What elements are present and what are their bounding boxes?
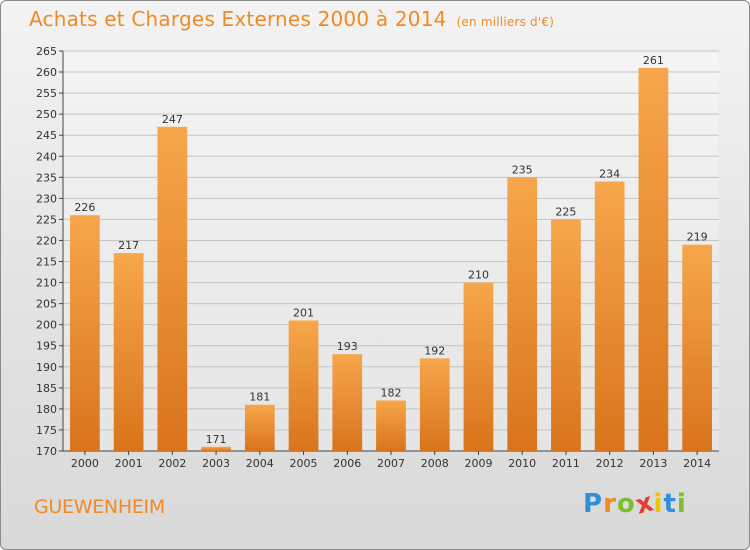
y-tick-label: 185 bbox=[36, 382, 57, 395]
y-tick-label: 210 bbox=[36, 277, 57, 290]
x-tick-label: 2007 bbox=[377, 457, 405, 470]
x-tick-label: 2011 bbox=[552, 457, 580, 470]
x-tick-label: 2014 bbox=[683, 457, 711, 470]
y-tick-label: 255 bbox=[36, 87, 57, 100]
bar-2009 bbox=[463, 282, 494, 451]
y-tick-label: 235 bbox=[36, 171, 57, 184]
bar-value-label: 247 bbox=[162, 113, 183, 126]
bar-value-label: 226 bbox=[74, 201, 95, 214]
bar-value-label: 193 bbox=[337, 340, 358, 353]
bar-2012 bbox=[594, 181, 625, 452]
logo-letter: o bbox=[616, 489, 636, 519]
bar-2011 bbox=[551, 219, 581, 451]
y-tick-label: 170 bbox=[36, 445, 57, 458]
bar-value-label: 210 bbox=[468, 269, 489, 282]
chart-title-text: Achats et Charges Externes 2000 à 2014 bbox=[29, 7, 447, 31]
bar-2000 bbox=[69, 215, 100, 451]
logo-letter: r bbox=[603, 489, 617, 519]
bar-value-label: 219 bbox=[687, 231, 708, 244]
bar-2013 bbox=[638, 67, 669, 451]
chart-title: Achats et Charges Externes 2000 à 2014 (e… bbox=[29, 7, 554, 31]
bar-value-label: 234 bbox=[599, 168, 620, 181]
logo-letter: t bbox=[663, 489, 677, 519]
bar-value-label: 182 bbox=[381, 386, 402, 399]
proxiti-logo: Proxiti bbox=[583, 487, 687, 521]
y-tick-label: 215 bbox=[36, 256, 57, 269]
y-tick-label: 195 bbox=[36, 340, 57, 353]
x-tick-label: 2012 bbox=[596, 457, 624, 470]
bar-2005 bbox=[288, 320, 319, 451]
y-tick-label: 205 bbox=[36, 298, 57, 311]
bar-2006 bbox=[332, 354, 363, 451]
logo-letter: i bbox=[653, 489, 664, 519]
bar-2014 bbox=[682, 244, 713, 451]
x-tick-label: 2010 bbox=[508, 457, 536, 470]
y-tick-label: 230 bbox=[36, 192, 57, 205]
bar-2008 bbox=[419, 358, 450, 451]
bar-value-label: 217 bbox=[118, 239, 139, 252]
y-tick-label: 180 bbox=[36, 403, 57, 416]
y-tick-label: 250 bbox=[36, 108, 57, 121]
bar-value-label: 181 bbox=[249, 391, 270, 404]
chart-subtitle: (en milliers d'€) bbox=[456, 15, 555, 29]
y-tick-label: 190 bbox=[36, 361, 57, 374]
y-tick-label: 175 bbox=[36, 424, 57, 437]
commune-name: GUEWENHEIM bbox=[34, 496, 165, 518]
bar-value-label: 235 bbox=[512, 163, 533, 176]
x-tick-label: 2013 bbox=[639, 457, 667, 470]
bar-2010 bbox=[507, 177, 538, 451]
y-tick-label: 200 bbox=[36, 319, 57, 332]
bar-2007 bbox=[376, 400, 406, 451]
y-tick-label: 240 bbox=[36, 150, 57, 163]
y-tick-label: 265 bbox=[36, 45, 57, 58]
x-tick-label: 2002 bbox=[158, 457, 186, 470]
bar-value-label: 201 bbox=[293, 306, 314, 319]
x-tick-label: 2009 bbox=[464, 457, 492, 470]
y-tick-label: 220 bbox=[36, 234, 57, 247]
x-tick-label: 2003 bbox=[202, 457, 230, 470]
bar-value-label: 192 bbox=[424, 344, 445, 357]
x-tick-label: 2006 bbox=[333, 457, 361, 470]
bar-value-label: 171 bbox=[206, 433, 227, 446]
y-tick-label: 260 bbox=[36, 66, 57, 79]
bar-2004 bbox=[244, 404, 275, 451]
bar-value-label: 225 bbox=[555, 205, 576, 218]
x-tick-label: 2000 bbox=[71, 457, 99, 470]
x-tick-label: 2001 bbox=[115, 457, 143, 470]
logo-letter: P bbox=[583, 489, 604, 519]
x-tick-label: 2008 bbox=[421, 457, 449, 470]
logo-letter: i bbox=[676, 489, 687, 519]
x-tick-label: 2005 bbox=[290, 457, 318, 470]
y-tick-label: 245 bbox=[36, 129, 57, 142]
bar-2003 bbox=[201, 446, 231, 451]
bar-2001 bbox=[113, 253, 144, 451]
y-tick-label: 225 bbox=[36, 213, 57, 226]
x-tick-label: 2004 bbox=[246, 457, 274, 470]
bar-value-label: 261 bbox=[643, 54, 664, 67]
bar-2002 bbox=[157, 126, 188, 451]
